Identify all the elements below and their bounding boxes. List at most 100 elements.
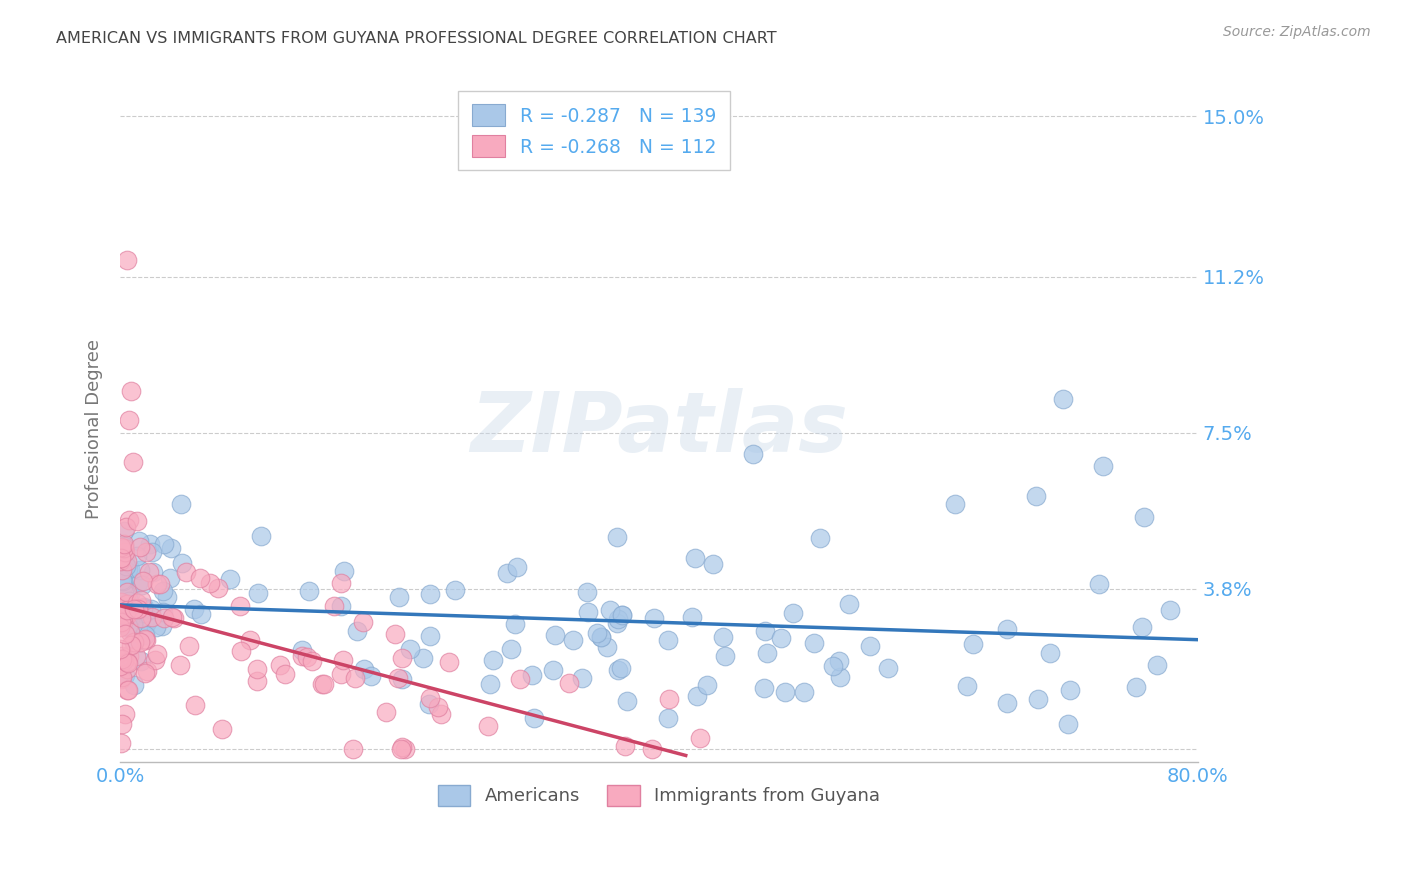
Point [311, 677, 333, 691]
Point [643, 611, 665, 625]
Point [599, 603, 621, 617]
Point [127, 514, 149, 528]
Point [398, 642, 420, 657]
Point [269, 658, 291, 673]
Point [827, 654, 849, 668]
Point [115, 603, 138, 617]
Point [610, 608, 633, 623]
Point [391, 672, 413, 686]
Point [112, 653, 135, 667]
Point [136, 613, 159, 627]
Point [821, 659, 844, 673]
Point [110, 736, 132, 750]
Point [610, 661, 633, 675]
Point [163, 611, 186, 625]
Point [132, 599, 155, 614]
Point [135, 615, 157, 629]
Point [117, 594, 139, 608]
Point [754, 624, 776, 639]
Point [290, 642, 312, 657]
Point [503, 617, 526, 632]
Point [112, 608, 135, 623]
Point [111, 670, 134, 684]
Point [353, 662, 375, 676]
Point [135, 632, 157, 647]
Point [111, 652, 134, 666]
Point [141, 610, 163, 624]
Point [333, 564, 356, 578]
Point [145, 620, 167, 634]
Point [1092, 459, 1115, 474]
Point [681, 610, 703, 624]
Point [115, 559, 138, 574]
Point [330, 599, 353, 613]
Point [250, 529, 273, 543]
Point [122, 678, 145, 692]
Point [117, 649, 139, 664]
Point [146, 577, 169, 591]
Point [156, 590, 179, 604]
Point [419, 587, 441, 601]
Point [505, 559, 527, 574]
Point [111, 659, 134, 673]
Point [122, 602, 145, 616]
Point [136, 665, 159, 679]
Point [1159, 603, 1181, 617]
Point [586, 626, 609, 640]
Point [120, 384, 142, 398]
Point [943, 498, 966, 512]
Point [188, 571, 211, 585]
Point [391, 651, 413, 665]
Point [117, 513, 139, 527]
Point [122, 455, 145, 469]
Point [429, 707, 451, 722]
Point [118, 624, 141, 639]
Point [112, 536, 135, 550]
Point [496, 566, 519, 581]
Point [152, 583, 174, 598]
Point [110, 540, 132, 554]
Point [607, 612, 630, 626]
Point [118, 562, 141, 576]
Point [439, 656, 461, 670]
Point [956, 679, 979, 693]
Point [1057, 717, 1080, 731]
Point [714, 649, 737, 664]
Point [426, 700, 449, 714]
Point [346, 624, 368, 638]
Point [129, 592, 152, 607]
Point [247, 586, 270, 600]
Point [641, 742, 664, 756]
Point [482, 653, 505, 667]
Point [828, 670, 851, 684]
Point [169, 657, 191, 672]
Point [391, 740, 413, 755]
Point [793, 684, 815, 698]
Point [117, 682, 139, 697]
Point [571, 671, 593, 685]
Point [117, 619, 139, 633]
Point [995, 623, 1018, 637]
Point [323, 599, 346, 614]
Point [114, 545, 136, 559]
Point [115, 597, 138, 611]
Point [115, 620, 138, 634]
Point [1026, 691, 1049, 706]
Point [995, 697, 1018, 711]
Point [117, 649, 139, 664]
Point [352, 615, 374, 629]
Point [1088, 577, 1111, 591]
Point [128, 563, 150, 577]
Point [332, 653, 354, 667]
Point [419, 691, 441, 706]
Point [112, 539, 135, 553]
Point [1025, 489, 1047, 503]
Point [211, 722, 233, 736]
Point [246, 674, 269, 689]
Point [689, 731, 711, 745]
Point [184, 698, 207, 712]
Point [122, 636, 145, 650]
Point [139, 537, 162, 551]
Point [108, 620, 131, 634]
Point [756, 646, 779, 660]
